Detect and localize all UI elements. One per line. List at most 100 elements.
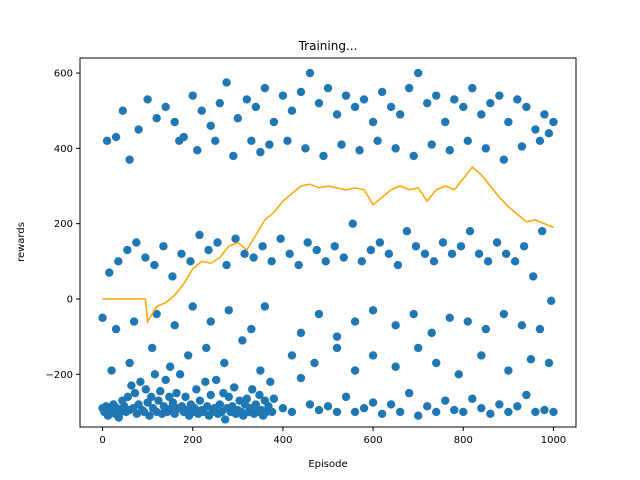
scatter-point — [175, 370, 185, 379]
scatter-point — [355, 146, 364, 155]
scatter-point — [332, 407, 342, 417]
scatter-point — [510, 257, 520, 266]
scatter-point — [499, 155, 509, 164]
scatter-point — [423, 402, 432, 411]
scatter-point — [441, 396, 450, 405]
scatter-point — [341, 91, 351, 100]
scatter-point — [201, 377, 210, 387]
scatter-point — [393, 260, 403, 270]
scatter-point — [129, 317, 139, 326]
scatter-point — [395, 407, 405, 417]
scatter-point — [251, 400, 261, 409]
scatter-point — [141, 385, 151, 394]
scatter-point — [427, 328, 436, 338]
scatter-point — [314, 309, 324, 319]
scatter-point — [130, 388, 140, 398]
scatter-point — [463, 317, 472, 326]
scatter-point — [145, 411, 154, 420]
scatter-point — [438, 238, 448, 247]
scatter-point — [256, 366, 265, 375]
scatter-point — [314, 98, 324, 108]
scatter-point — [445, 146, 454, 155]
y-tick-label: 400 — [54, 144, 73, 155]
scatter-point — [312, 245, 321, 255]
scatter-point — [305, 68, 315, 78]
scatter-point — [154, 396, 163, 405]
scatter-point — [276, 234, 285, 243]
scatter-point — [222, 260, 231, 270]
scatter-point — [528, 272, 538, 281]
scatter-point — [242, 394, 252, 403]
scatter-point — [296, 328, 306, 338]
scatter-point — [481, 144, 491, 153]
scatter-point — [265, 140, 274, 149]
scatter-point — [206, 121, 215, 130]
scatter-point — [483, 257, 493, 266]
scatter-point — [202, 343, 211, 353]
scatter-point — [456, 242, 466, 251]
scatter-point — [432, 91, 441, 100]
scatter-point — [222, 78, 231, 87]
chart-title: Training... — [298, 39, 358, 53]
scatter-point — [269, 117, 279, 127]
scatter-point — [267, 257, 276, 266]
scatter-point — [258, 242, 267, 251]
scatter-point — [98, 313, 107, 323]
scatter-point — [337, 140, 346, 149]
scatter-point — [341, 392, 351, 402]
scatter-point — [375, 238, 385, 247]
scatter-point — [211, 375, 221, 385]
scatter-point — [359, 95, 369, 104]
scatter-point — [477, 110, 486, 119]
scatter-point — [395, 110, 405, 119]
scatter-point — [499, 309, 509, 319]
scatter-point — [238, 336, 247, 345]
scatter-point — [195, 230, 204, 240]
scatter-point — [486, 98, 495, 108]
scatter-point — [285, 249, 294, 258]
scatter-point — [513, 95, 522, 104]
scatter-point — [404, 388, 414, 398]
scatter-point — [193, 146, 202, 155]
scatter-point — [332, 110, 342, 119]
scatter-point — [230, 383, 239, 392]
scatter-point — [240, 249, 249, 258]
scatter-point — [177, 249, 186, 258]
scatter-point — [143, 95, 152, 104]
scatter-point — [357, 257, 367, 266]
scatter-point — [172, 388, 181, 398]
scatter-point — [287, 351, 297, 360]
scatter-point — [168, 272, 177, 281]
y-tick-label: 600 — [54, 69, 73, 80]
scatter-point — [501, 249, 511, 258]
scatter-point — [102, 136, 112, 146]
scatter-point — [132, 238, 141, 247]
scatter-point — [242, 95, 252, 104]
scatter-point — [159, 242, 168, 251]
scatter-point — [348, 219, 357, 228]
scatter-point — [477, 403, 486, 413]
scatter-point — [267, 407, 277, 417]
scatter-point — [495, 91, 504, 100]
scatter-point — [366, 245, 376, 255]
scatter-point — [402, 227, 412, 236]
scatter-point — [260, 83, 270, 93]
x-tick-label: 1000 — [541, 435, 566, 446]
scatter-point — [544, 358, 554, 368]
scatter-point — [350, 317, 360, 326]
scatter-point — [213, 238, 222, 247]
scatter-point — [409, 309, 418, 319]
scatter-point — [184, 351, 193, 360]
scatter-point — [188, 302, 197, 311]
scatter-point — [420, 249, 430, 258]
scatter-point — [266, 377, 275, 387]
scatter-point — [432, 358, 441, 368]
scatter-point — [296, 87, 306, 97]
scatter-point — [152, 114, 161, 123]
scatter-point — [459, 407, 468, 417]
scatter-point — [294, 260, 303, 270]
scatter-point — [517, 142, 527, 151]
scatter-point — [220, 415, 230, 424]
scatter-point — [287, 407, 297, 417]
